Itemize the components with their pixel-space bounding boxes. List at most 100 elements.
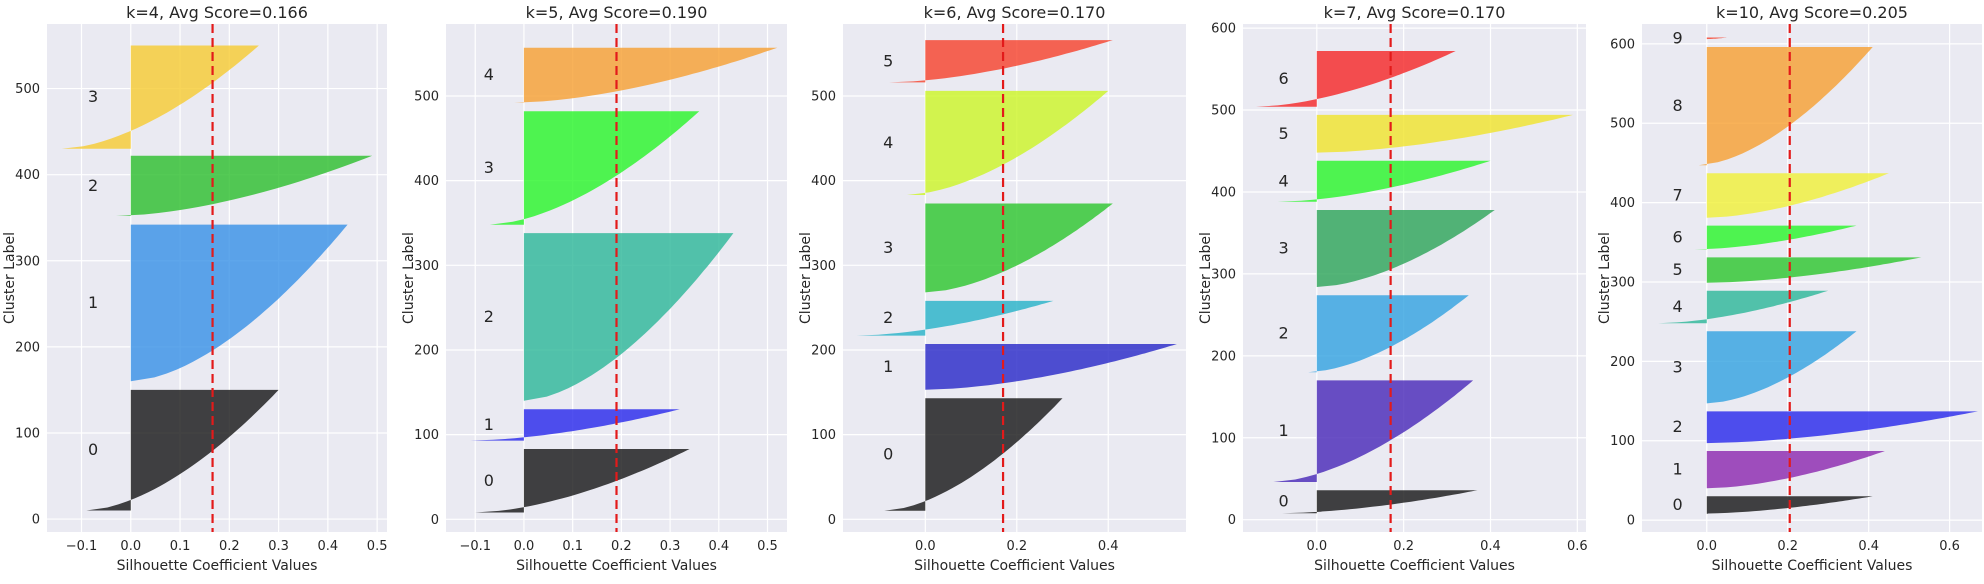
subplot-k5: 0 1 2 3 4 −0.1 0.0 0.1 0.2 0.3 0.4 0.5 0 100 200 300 400… <box>401 3 787 574</box>
y-tick-label: 300 <box>1211 267 1236 282</box>
x-tick-label: 0.0 <box>915 539 936 554</box>
cluster-1-band <box>130 224 348 382</box>
plot-background <box>1642 24 1982 532</box>
cluster-2-band <box>856 300 1054 336</box>
y-tick-label: 0 <box>1627 514 1635 529</box>
chart-title: k=4, Avg Score=0.166 <box>126 3 308 22</box>
x-tick-label: 0.2 <box>611 539 632 554</box>
x-tick-label: 0.0 <box>120 539 141 554</box>
x-tick-label: 0.1 <box>562 539 583 554</box>
y-axis-label: Cluster Label <box>2 232 18 324</box>
y-tick-label: 0 <box>1228 513 1236 528</box>
cluster-3-band <box>1316 210 1495 287</box>
y-tick-label: 100 <box>1211 431 1236 446</box>
cluster-5-band <box>1706 257 1922 283</box>
cluster-5-label: 5 <box>1673 260 1683 279</box>
cluster-0-band <box>1698 496 1873 514</box>
cluster-4-label: 4 <box>883 133 893 152</box>
cluster-0-label: 0 <box>484 471 494 490</box>
y-tick-label: 300 <box>414 259 439 274</box>
x-tick-label: 0.3 <box>660 539 681 554</box>
x-axis-label: Silhouette Coefficient Values <box>516 558 717 574</box>
cluster-9-band <box>1706 37 1727 40</box>
cluster-0-band <box>1282 490 1478 514</box>
x-tick-label: 0.4 <box>1858 539 1879 554</box>
y-tick-label: 300 <box>15 254 40 269</box>
cluster-3-label: 3 <box>88 87 98 106</box>
chart-title: k=7, Avg Score=0.170 <box>1324 3 1506 22</box>
cluster-4-band <box>1277 160 1491 202</box>
x-tick-label: −0.1 <box>459 539 491 554</box>
cluster-3-label: 3 <box>484 158 494 177</box>
y-tick-label: 400 <box>811 174 836 189</box>
y-axis-label: Cluster Label <box>798 232 814 324</box>
y-tick-label: 500 <box>1211 104 1236 119</box>
cluster-1-label: 1 <box>883 357 893 376</box>
cluster-8-label: 8 <box>1673 96 1683 115</box>
cluster-6-label: 6 <box>1279 69 1289 88</box>
cluster-1-band <box>925 344 1177 390</box>
cluster-2-band <box>116 155 373 216</box>
y-tick-label: 300 <box>811 259 836 274</box>
subplot-k4: 0 1 2 3 −0.1 0.0 0.1 0.2 0.3 0.4 0.5 0 100 200 300 400 5… <box>2 3 387 574</box>
cluster-0-label: 0 <box>1673 495 1683 514</box>
y-tick-label: 100 <box>1610 434 1635 449</box>
y-tick-label: 500 <box>15 82 40 97</box>
x-tick-label: −0.1 <box>66 539 98 554</box>
cluster-1-label: 1 <box>1673 460 1683 479</box>
y-tick-label: 500 <box>811 89 836 104</box>
chart-title: k=5, Avg Score=0.190 <box>526 3 708 22</box>
cluster-3-band <box>1706 331 1857 404</box>
x-tick-label: 0.5 <box>367 539 388 554</box>
cluster-2-band <box>1706 411 1978 444</box>
x-tick-label: 0.0 <box>514 539 535 554</box>
cluster-3-band <box>925 203 1113 293</box>
cluster-4-band <box>514 47 778 103</box>
cluster-3-label: 3 <box>1279 239 1289 258</box>
cluster-1-label: 1 <box>88 293 98 312</box>
cluster-7-band <box>1706 173 1889 218</box>
cluster-2-label: 2 <box>1279 324 1289 343</box>
y-axis-label: Cluster Label <box>401 232 417 324</box>
y-tick-label: 600 <box>1610 37 1635 52</box>
cluster-4-band <box>1658 290 1829 324</box>
x-tick-label: 0.2 <box>1006 539 1027 554</box>
y-tick-label: 400 <box>1211 185 1236 200</box>
cluster-8-band <box>1698 47 1873 166</box>
cluster-3-band <box>61 45 259 149</box>
x-tick-label: 0.3 <box>268 539 289 554</box>
x-tick-label: 0.0 <box>1306 539 1327 554</box>
x-tick-label: 0.6 <box>1567 539 1588 554</box>
x-tick-label: 0.4 <box>1480 539 1501 554</box>
cluster-2-band <box>1308 295 1469 373</box>
cluster-5-band <box>1316 114 1573 153</box>
cluster-0-label: 0 <box>1279 492 1289 511</box>
x-tick-label: 0.1 <box>170 539 191 554</box>
y-tick-label: 100 <box>811 428 836 443</box>
cluster-5-label: 5 <box>883 51 893 70</box>
y-tick-label: 200 <box>811 343 836 358</box>
cluster-4-band <box>907 90 1109 195</box>
cluster-6-label: 6 <box>1673 228 1683 247</box>
cluster-1-label: 1 <box>1279 421 1289 440</box>
cluster-2-label: 2 <box>1673 417 1683 436</box>
cluster-9-label: 9 <box>1673 28 1683 47</box>
chart-title: k=10, Avg Score=0.205 <box>1716 3 1908 22</box>
cluster-2-label: 2 <box>883 308 893 327</box>
y-tick-label: 200 <box>414 343 439 358</box>
y-tick-label: 300 <box>1610 275 1635 290</box>
cluster-3-label: 3 <box>1673 357 1683 376</box>
x-tick-label: 0.0 <box>1696 539 1717 554</box>
x-tick-label: 0.2 <box>219 539 240 554</box>
x-axis-label: Silhouette Coefficient Values <box>914 558 1115 574</box>
cluster-1-band <box>470 409 680 441</box>
cluster-0-label: 0 <box>883 445 893 464</box>
cluster-2-label: 2 <box>484 307 494 326</box>
cluster-3-label: 3 <box>883 238 893 257</box>
x-tick-label: 0.4 <box>708 539 729 554</box>
cluster-5-label: 5 <box>1279 124 1289 143</box>
x-axis-label: Silhouette Coefficient Values <box>1712 558 1913 574</box>
y-tick-label: 0 <box>32 513 40 528</box>
x-axis-label: Silhouette Coefficient Values <box>117 558 318 574</box>
x-tick-label: 0.2 <box>1393 539 1414 554</box>
